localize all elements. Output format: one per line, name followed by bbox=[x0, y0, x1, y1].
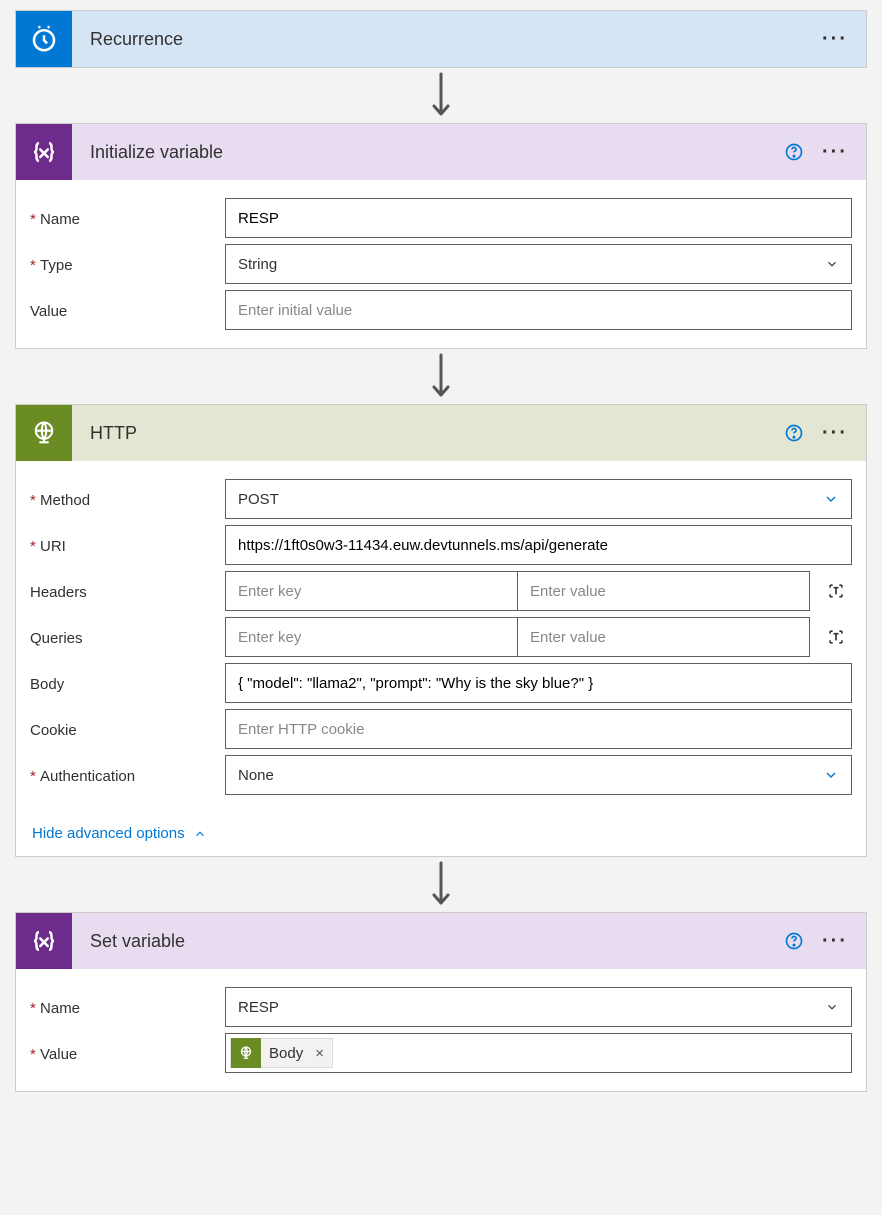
text-mode-icon[interactable] bbox=[820, 621, 852, 653]
chevron-down-icon bbox=[825, 257, 839, 271]
queries-label: Queries bbox=[30, 628, 225, 647]
method-label: Method bbox=[30, 490, 225, 509]
help-icon[interactable] bbox=[784, 423, 804, 443]
chevron-down-icon bbox=[823, 767, 839, 783]
variable-icon bbox=[16, 913, 72, 969]
cookie-input[interactable] bbox=[225, 709, 852, 749]
more-icon[interactable]: ··· bbox=[822, 142, 848, 162]
recurrence-title: Recurrence bbox=[72, 29, 822, 50]
more-icon[interactable]: ··· bbox=[822, 423, 848, 443]
body-label: Body bbox=[30, 674, 225, 693]
set-variable-card: Set variable ··· Name RESP Value bbox=[15, 912, 867, 1092]
value-label: Value bbox=[30, 1044, 225, 1063]
method-select[interactable]: POST bbox=[225, 479, 852, 519]
recurrence-card: Recurrence ··· bbox=[15, 10, 867, 68]
init-variable-header[interactable]: Initialize variable ··· bbox=[16, 124, 866, 180]
chevron-down-icon bbox=[823, 491, 839, 507]
init-variable-card: Initialize variable ··· Name Type String bbox=[15, 123, 867, 349]
body-input[interactable] bbox=[225, 663, 852, 703]
set-variable-header[interactable]: Set variable ··· bbox=[16, 913, 866, 969]
globe-icon bbox=[231, 1038, 261, 1068]
http-header[interactable]: HTTP ··· bbox=[16, 405, 866, 461]
name-label: Name bbox=[30, 998, 225, 1017]
name-select[interactable]: RESP bbox=[225, 987, 852, 1027]
header-key-input[interactable] bbox=[225, 571, 517, 611]
chevron-down-icon bbox=[825, 1000, 839, 1014]
headers-label: Headers bbox=[30, 582, 225, 601]
recurrence-header[interactable]: Recurrence ··· bbox=[16, 11, 866, 67]
help-icon[interactable] bbox=[784, 142, 804, 162]
type-label: Type bbox=[30, 255, 225, 274]
http-card: HTTP ··· Method POST URI bbox=[15, 404, 867, 857]
value-token-input[interactable]: Body × bbox=[225, 1033, 852, 1073]
connector-arrow bbox=[15, 68, 867, 123]
uri-input[interactable] bbox=[225, 525, 852, 565]
clock-icon bbox=[16, 11, 72, 67]
more-icon[interactable]: ··· bbox=[822, 931, 848, 951]
variable-icon bbox=[16, 124, 72, 180]
uri-label: URI bbox=[30, 536, 225, 555]
name-label: Name bbox=[30, 209, 225, 228]
more-icon[interactable]: ··· bbox=[822, 29, 848, 49]
hide-advanced-link[interactable]: Hide advanced options bbox=[16, 813, 866, 856]
globe-icon bbox=[16, 405, 72, 461]
connector-arrow bbox=[15, 857, 867, 912]
remove-token-icon[interactable]: × bbox=[311, 1045, 332, 1062]
init-variable-title: Initialize variable bbox=[72, 142, 784, 163]
set-variable-title: Set variable bbox=[72, 931, 784, 952]
value-input[interactable] bbox=[225, 290, 852, 330]
header-value-input[interactable] bbox=[517, 571, 810, 611]
chevron-up-icon bbox=[193, 827, 207, 841]
auth-select[interactable]: None bbox=[225, 755, 852, 795]
value-label: Value bbox=[30, 301, 225, 320]
auth-label: Authentication bbox=[30, 766, 225, 785]
text-mode-icon[interactable] bbox=[820, 575, 852, 607]
http-title: HTTP bbox=[72, 423, 784, 444]
connector-arrow bbox=[15, 349, 867, 404]
query-key-input[interactable] bbox=[225, 617, 517, 657]
query-value-input[interactable] bbox=[517, 617, 810, 657]
name-input[interactable] bbox=[225, 198, 852, 238]
help-icon[interactable] bbox=[784, 931, 804, 951]
body-token[interactable]: Body × bbox=[230, 1038, 333, 1068]
cookie-label: Cookie bbox=[30, 720, 225, 739]
type-select[interactable]: String bbox=[225, 244, 852, 284]
